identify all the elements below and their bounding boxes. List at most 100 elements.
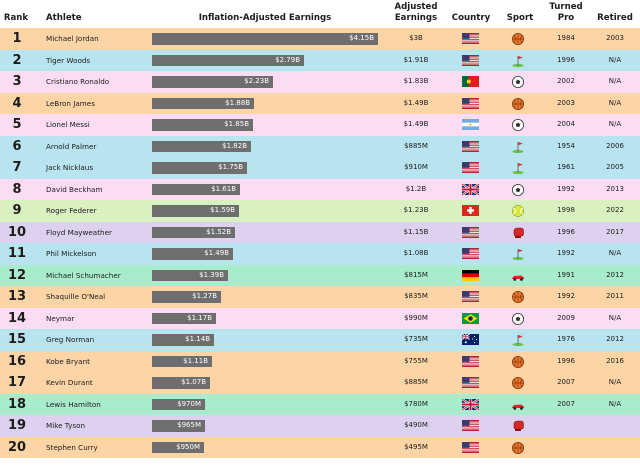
usa-flag-icon [462,157,479,179]
adjusted-earnings: $3B [409,34,423,42]
retired-year [592,437,638,459]
earnings-bar: $970M [152,398,205,410]
turned-pro-year: 1996 [557,227,575,236]
argentina-flag-icon [462,114,479,136]
retired-year: 2012 [606,270,624,279]
brazil-flag-icon [462,308,479,330]
retired-year: 2003 [606,34,624,42]
athlete-name: Jack Nicklaus [46,163,94,172]
rank-cell: 16 [7,353,27,369]
golf-icon [511,329,525,351]
rank-cell: 14 [7,310,27,326]
germany-flag-icon [462,265,479,287]
usa-flag-icon [462,437,479,459]
basketball-icon [511,286,525,308]
earnings-bar: $1.07B [152,377,210,389]
rank-cell: 9 [12,203,22,218]
rank-cell: 6 [12,138,22,154]
retired-year: 2016 [606,356,624,365]
retired-year: N/A [608,378,622,386]
adjusted-earnings: $885M [404,378,428,386]
athlete-name: David Beckham [46,184,103,194]
rank-cell: 20 [7,439,27,455]
basketball-icon [511,437,525,459]
table-row: 2 Tiger Woods $2.79B $1.91B 1996 N/A [0,49,640,72]
table-row: 19 Mike Tyson $965M $490M [0,415,640,437]
boxing-icon [511,415,525,437]
rank-cell: 17 [7,375,27,390]
adjusted-earnings: $735M [404,335,428,343]
basketball-icon [511,28,525,50]
table-row: 15 Greg Norman $1.14B $735M 1976 2012 [0,329,640,351]
retired-year: 2013 [606,184,624,193]
athlete-name: Michael Jordan [46,34,99,43]
earnings-bar: $1.75B [152,162,247,174]
earnings-bar: $1.85B [152,119,253,131]
turned-pro-year: 2009 [557,313,575,322]
rank-cell: 7 [12,160,22,175]
earnings-bar: $1.39B [152,269,228,281]
table-row: 3 Cristiano Ronaldo $2.23B $1.83B 2002 N/A [0,71,640,93]
turned-pro-year: 1961 [557,163,575,171]
adjusted-earnings: $910M [404,163,428,171]
table-row: 6 Arnold Palmer $1.82B $885M 1954 2006 [0,135,640,158]
header-athlete: Athlete [46,13,82,23]
athlete-name: Neymar [46,313,75,323]
usa-flag-icon [462,136,479,158]
usa-flag-icon [462,50,479,72]
adjusted-earnings: $1.91B [403,55,429,64]
soccer-icon [511,179,525,201]
retired-year: N/A [608,249,622,257]
retired-year: 2011 [606,292,624,300]
table-row: 4 LeBron James $1.88B $1.49B 2003 N/A [0,92,640,114]
adjusted-earnings: $815M [404,270,428,279]
soccer-icon [511,71,525,93]
table-row: 12 Michael Schumacher $1.39B $815M 1991 2012 [0,264,640,287]
header-adjusted-earnings: Adjusted Earnings [394,2,438,23]
usa-flag-icon [462,28,479,50]
athlete-name: Phil Mickelson [46,249,97,258]
adjusted-earnings: $835M [404,292,428,300]
usa-flag-icon [462,286,479,308]
turned-pro-year: 1976 [557,335,575,343]
racing-icon [511,394,525,416]
usa-flag-icon [462,243,479,265]
adjusted-earnings: $780M [404,399,428,408]
adjusted-earnings: $755M [404,356,428,365]
athlete-name: LeBron James [46,98,95,108]
switzerland-flag-icon [462,200,479,222]
golf-icon [511,243,525,265]
athlete-name: Michael Schumacher [46,270,121,280]
turned-pro-year [540,415,592,437]
earnings-bar: $1.14B [152,334,214,346]
racing-icon [511,265,525,287]
header-sport: Sport [506,13,534,23]
retired-year: N/A [608,55,622,64]
turned-pro-year: 1954 [557,141,575,150]
table-row: 11 Phil Mickelson $1.49B $1.08B 1992 N/A [0,243,640,265]
table-row: 16 Kobe Bryant $1.11B $755M 1996 2016 [0,350,640,372]
table-row: 8 David Beckham $1.61B $1.2B 1992 2013 [0,178,640,201]
table-row: 1 Michael Jordan $4.15B $3B 1984 2003 [0,28,640,50]
turned-pro-year: 2004 [557,120,575,128]
adjusted-earnings: $1.15B [403,227,429,236]
earnings-bar: $1.11B [152,355,212,367]
athlete-name: Stephen Curry [46,442,98,452]
athlete-name: Shaquille O'Neal [46,292,106,301]
retired-year: 2017 [606,227,624,236]
earnings-bar: $1.61B [152,183,240,195]
golf-icon [511,136,525,158]
turned-pro-year: 1996 [557,356,575,365]
table-row: 14 Neymar $1.17B $990M 2009 N/A [0,307,640,330]
usa-flag-icon [462,415,479,437]
earnings-bar: $1.52B [152,226,235,238]
adjusted-earnings: $1.83B [403,77,429,85]
retired-year: N/A [608,313,622,322]
rank-cell: 13 [7,289,27,304]
turned-pro-year: 1996 [557,55,575,64]
table-row: 9 Roger Federer $1.59B $1.23B 1998 2022 [0,200,640,222]
table-row: 7 Jack Nicklaus $1.75B $910M 1961 2005 [0,157,640,179]
soccer-icon [511,114,525,136]
retired-year: 2012 [606,335,624,343]
retired-year: N/A [608,399,622,408]
